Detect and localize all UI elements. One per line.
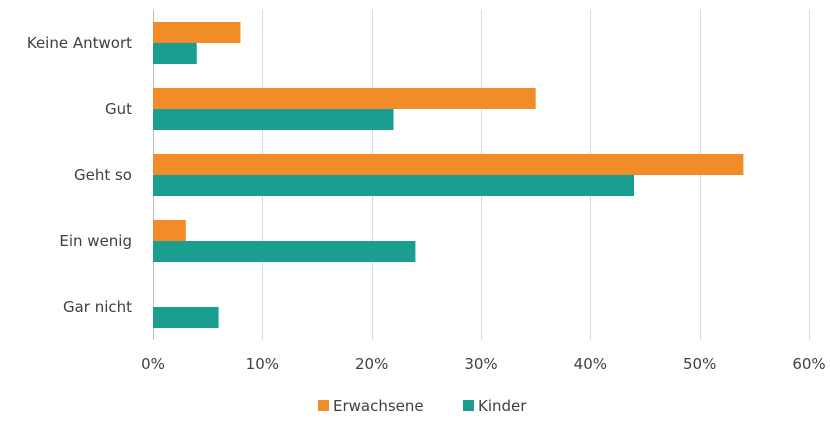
x-tick-label: 0% — [141, 355, 165, 373]
bar-erwachsene — [153, 88, 536, 109]
category-label: Geht so — [74, 166, 132, 184]
legend-swatch — [463, 400, 474, 411]
legend-swatch — [318, 400, 329, 411]
x-tick-label: 50% — [683, 355, 716, 373]
legend: Erwachsene Kinder — [318, 397, 527, 415]
bar-kinder — [153, 175, 635, 196]
category-label: Gar nicht — [63, 298, 132, 316]
bar-erwachsene — [153, 154, 744, 175]
bar-kinder — [153, 307, 219, 328]
category-label: Gut — [105, 100, 132, 118]
x-tick-label: 30% — [464, 355, 497, 373]
category-labels: Keine Antwort Gut Geht so Ein wenig Gar nich… — [27, 34, 132, 316]
category-label: Ein wenig — [59, 232, 132, 250]
bar-erwachsene — [153, 22, 241, 43]
x-tick-label: 60% — [792, 355, 825, 373]
category-label: Keine Antwort — [27, 34, 132, 52]
x-tick-label: 40% — [574, 355, 607, 373]
bars — [153, 22, 744, 328]
x-tick-label: 20% — [355, 355, 388, 373]
legend-label: Kinder — [478, 397, 527, 415]
x-tick-label: 10% — [246, 355, 279, 373]
bar-erwachsene — [153, 220, 186, 241]
legend-label: Erwachsene — [333, 397, 424, 415]
x-tick-labels: 0% 10% 20% 30% 40% 50% 60% — [141, 355, 826, 373]
bar-kinder — [153, 109, 394, 130]
bar-kinder — [153, 241, 416, 262]
bar-kinder — [153, 43, 197, 64]
